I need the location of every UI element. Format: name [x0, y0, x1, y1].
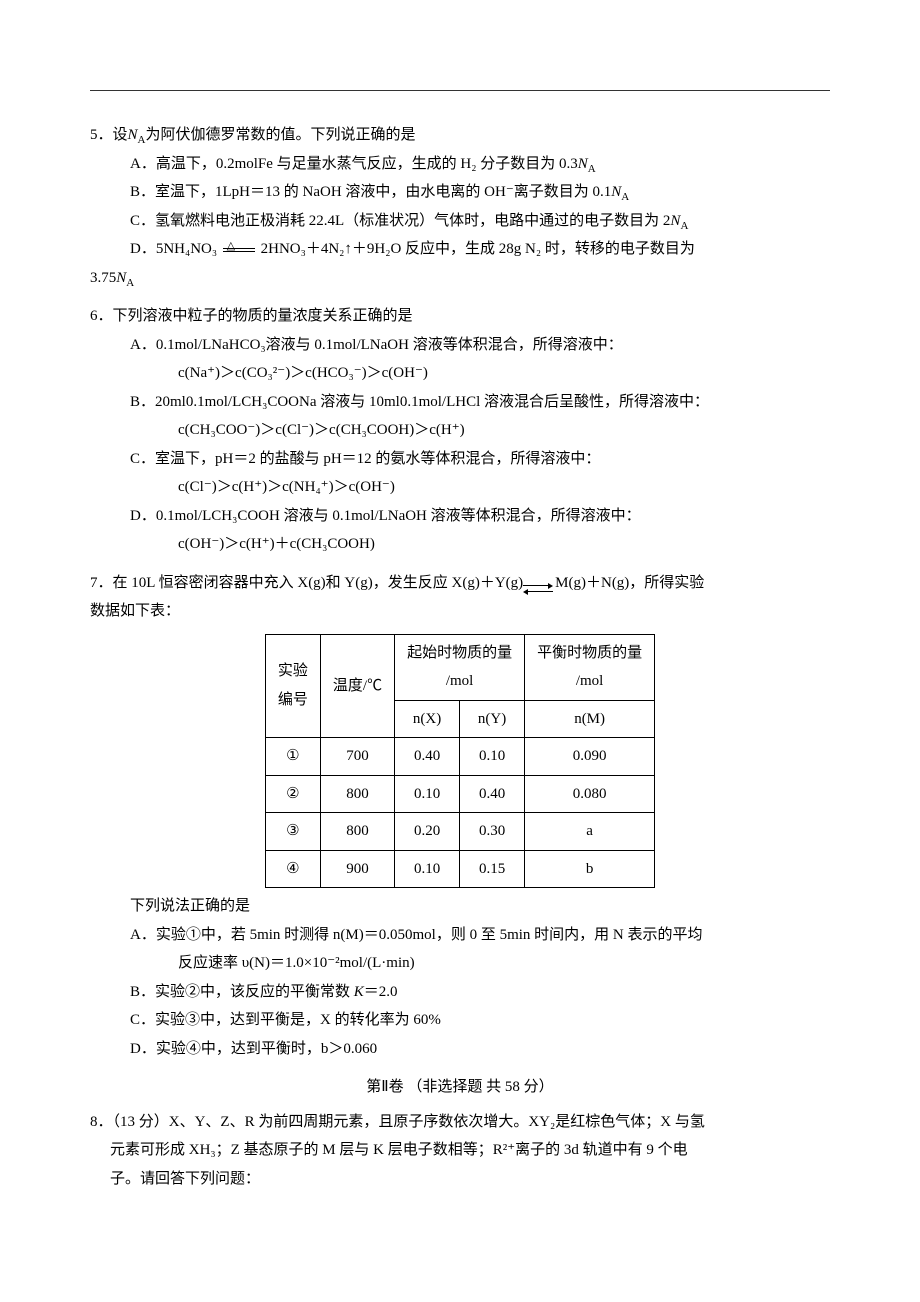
cell-nm: b — [525, 850, 655, 888]
q8-line3: 子。请回答下列问题： — [90, 1165, 830, 1194]
question-5: 5．设NA为阿伏伽德罗常数的值。下列说正确的是 A．高温下，0.2molFe 与… — [90, 121, 830, 292]
q6-option-a2: c(Na⁺)＞c(CO₃²⁻)＞c(HCO₃⁻)＞c(OH⁻) — [90, 359, 830, 388]
q5-c-text: C．氢氧燃料电池正极消耗 22.4L（标准状况）气体时，电路中通过的电子数目为 … — [130, 213, 670, 229]
q8-line1: 8．（13 分）X、Y、Z、R 为前四周期元素，且原子序数依次增大。XY₂是红棕… — [90, 1108, 830, 1137]
q5-b-na: N — [611, 184, 621, 200]
q5-a-na: N — [578, 156, 588, 172]
q5-na: N — [128, 127, 138, 143]
q7-option-c: C．实验③中，达到平衡是，X 的转化率为 60% — [90, 1006, 830, 1035]
q5-option-d: D．5NH₄NO₃ △ 2HNO₃＋4N₂↑＋9H₂O 反应中，生成 28g N… — [90, 235, 830, 264]
table-header-row1: 实验编号 温度/℃ 起始时物质的量/mol 平衡时物质的量/mol — [265, 634, 654, 700]
q5-d-na-sub: A — [126, 277, 134, 289]
question-7: 7．在 10L 恒容密闭容器中充入 X(g)和 Y(g)，发生反应 X(g)＋Y… — [90, 569, 830, 1064]
table-row: ③ 800 0.20 0.30 a — [265, 813, 654, 851]
q6-stem: 6．下列溶液中粒子的物质的量浓度关系正确的是 — [90, 302, 830, 331]
cell-ny: 0.40 — [460, 775, 525, 813]
q7-stem-line1: 7．在 10L 恒容密闭容器中充入 X(g)和 Y(g)，发生反应 X(g)＋Y… — [90, 569, 830, 598]
cell-temp: 800 — [320, 813, 394, 851]
question-6: 6．下列溶液中粒子的物质的量浓度关系正确的是 A．0.1mol/LNaHCO₃溶… — [90, 302, 830, 559]
cell-nm: a — [525, 813, 655, 851]
q5-b-text: B．室温下，1LpH＝13 的 NaOH 溶液中，由水电离的 OH⁻离子数目为 … — [130, 184, 611, 200]
q7-stem-line2: 数据如下表： — [90, 597, 830, 626]
q5-stem: 5．设NA为阿伏伽德罗常数的值。下列说正确的是 — [90, 121, 830, 150]
q6-option-c1: C．室温下，pH＝2 的盐酸与 pH＝12 的氨水等体积混合，所得溶液中： — [90, 445, 830, 474]
q5-option-c: C．氢氧燃料电池正极消耗 22.4L（标准状况）气体时，电路中通过的电子数目为 … — [90, 207, 830, 236]
q8-line2: 元素可形成 XH₃；Z 基态原子的 M 层与 K 层电子数相等；R²⁺离子的 3… — [90, 1136, 830, 1165]
table-row: ④ 900 0.10 0.15 b — [265, 850, 654, 888]
table-row: ② 800 0.10 0.40 0.080 — [265, 775, 654, 813]
cell-id: ③ — [265, 813, 320, 851]
q5-a-text: A．高温下，0.2molFe 与足量水蒸气反应，生成的 H₂ 分子数目为 0.3 — [130, 156, 578, 172]
q5-b-na-sub: A — [621, 191, 629, 203]
q6-option-a1: A．0.1mol/LNaHCO₃溶液与 0.1mol/LNaOH 溶液等体积混合… — [90, 331, 830, 360]
q7-stem-post: M(g)＋N(g)，所得实验 — [555, 575, 704, 591]
th-temperature: 温度/℃ — [320, 634, 394, 738]
q5-d-end-line: 3.75NA — [90, 264, 830, 293]
cell-id: ② — [265, 775, 320, 813]
th-nm: n(M) — [525, 700, 655, 738]
cell-ny: 0.10 — [460, 738, 525, 776]
cell-nx: 0.10 — [395, 850, 460, 888]
th-ny: n(Y) — [460, 700, 525, 738]
q5-c-na-sub: A — [680, 220, 688, 232]
q7-data-table: 实验编号 温度/℃ 起始时物质的量/mol 平衡时物质的量/mol n(X) n… — [265, 634, 655, 889]
cell-id: ④ — [265, 850, 320, 888]
q7-option-d: D．实验④中，达到平衡时，b＞0.060 — [90, 1035, 830, 1064]
q5-a-na-sub: A — [588, 163, 596, 175]
q5-stem2: 为阿伏伽德罗常数的值。下列说正确的是 — [145, 127, 415, 143]
q5-d-na: N — [116, 270, 126, 286]
q6-option-b2: c(CH₃COO⁻)＞c(Cl⁻)＞c(CH₃COOH)＞c(H⁺) — [90, 416, 830, 445]
q5-option-b: B．室温下，1LpH＝13 的 NaOH 溶液中，由水电离的 OH⁻离子数目为 … — [90, 178, 830, 207]
th-initial-amount: 起始时物质的量/mol — [395, 634, 525, 700]
cell-nx: 0.10 — [395, 775, 460, 813]
top-divider — [90, 90, 830, 91]
cell-nm: 0.090 — [525, 738, 655, 776]
q6-option-c2: c(Cl⁻)＞c(H⁺)＞c(NH₄⁺)＞c(OH⁻) — [90, 473, 830, 502]
cell-ny: 0.15 — [460, 850, 525, 888]
q6-option-b1: B．20ml0.1mol/LCH₃COONa 溶液与 10ml0.1mol/LH… — [90, 388, 830, 417]
th-nx: n(X) — [395, 700, 460, 738]
cell-nx: 0.20 — [395, 813, 460, 851]
cell-temp: 900 — [320, 850, 394, 888]
q5-d-end: 3.75 — [90, 270, 116, 286]
q5-stem-text: 5．设 — [90, 127, 128, 143]
table-row: ① 700 0.40 0.10 0.090 — [265, 738, 654, 776]
cell-nx: 0.40 — [395, 738, 460, 776]
q6-option-d1: D．0.1mol/LCH₃COOH 溶液与 0.1mol/LNaOH 溶液等体积… — [90, 502, 830, 531]
q5-option-a: A．高温下，0.2molFe 与足量水蒸气反应，生成的 H₂ 分子数目为 0.3… — [90, 150, 830, 179]
q7-b-text: B．实验②中，该反应的平衡常数 — [130, 984, 354, 1000]
q7-option-b: B．实验②中，该反应的平衡常数 K＝2.0 — [90, 978, 830, 1007]
cell-id: ① — [265, 738, 320, 776]
q5-d-post: 2HNO₃＋4N₂↑＋9H₂O 反应中，生成 28g N₂ 时，转移的电子数目为 — [261, 241, 695, 257]
cell-temp: 700 — [320, 738, 394, 776]
q7-option-a1: A．实验①中，若 5min 时测得 n(M)＝0.050mol，则 0 至 5m… — [90, 921, 830, 950]
q7-b-post: ＝2.0 — [364, 984, 398, 1000]
cell-nm: 0.080 — [525, 775, 655, 813]
q7-b-k: K — [354, 984, 364, 1000]
th-equilibrium-amount: 平衡时物质的量/mol — [525, 634, 655, 700]
q7-stem-pre: 7．在 10L 恒容密闭容器中充入 X(g)和 Y(g)，发生反应 X(g)＋Y… — [90, 575, 523, 591]
q7-post: 下列说法正确的是 — [90, 892, 830, 921]
cell-temp: 800 — [320, 775, 394, 813]
cell-ny: 0.30 — [460, 813, 525, 851]
q6-option-d2: c(OH⁻)＞c(H⁺)＋c(CH₃COOH) — [90, 530, 830, 559]
heat-equals-icon: △ — [221, 248, 257, 252]
q7-option-a2: 反应速率 υ(N)＝1.0×10⁻²mol/(L·min) — [90, 949, 830, 978]
question-8: 8．（13 分）X、Y、Z、R 为前四周期元素，且原子序数依次增大。XY₂是红棕… — [90, 1108, 830, 1194]
q5-d-pre: D．5NH₄NO₃ — [130, 241, 217, 257]
th-experiment-id: 实验编号 — [265, 634, 320, 738]
q5-c-na: N — [670, 213, 680, 229]
section-2-title: 第Ⅱ卷 （非选择题 共 58 分） — [90, 1073, 830, 1102]
